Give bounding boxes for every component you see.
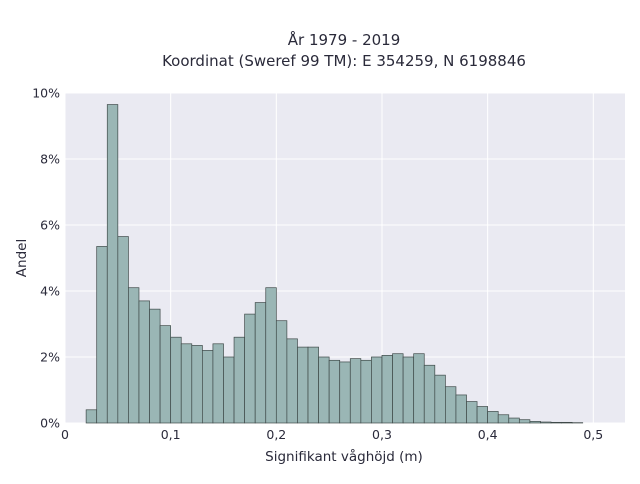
histogram-bar [223, 357, 234, 423]
histogram-bar [202, 350, 213, 423]
histogram-bar [562, 422, 573, 423]
histogram-bar [414, 354, 425, 423]
chart-title-line-2: Koordinat (Sweref 99 TM): E 354259, N 61… [162, 52, 526, 70]
histogram-bar [382, 355, 393, 423]
y-tick-label: 6% [40, 218, 60, 233]
histogram-bar [540, 422, 551, 423]
y-tick-label: 4% [40, 284, 60, 299]
histogram-bar [297, 347, 308, 423]
histogram-bar [128, 288, 139, 423]
histogram-bar [97, 246, 108, 423]
histogram-bar [213, 344, 224, 423]
y-tick-label: 8% [40, 152, 60, 167]
x-axis-label: Signifikant våghöjd (m) [265, 448, 423, 465]
histogram-bar [551, 422, 562, 423]
histogram-bar [276, 321, 287, 423]
x-axis-ticks: 0 0,1 0,2 0,3 0,4 0,5 [61, 427, 603, 442]
histogram-bar [393, 354, 404, 423]
x-tick-label: 0,3 [372, 427, 392, 442]
histogram-bar [371, 357, 382, 423]
histogram-bar [150, 309, 161, 423]
y-axis-ticks: 0% 2% 4% 6% 8% 10% [32, 86, 60, 431]
x-tick-label: 0,5 [583, 427, 603, 442]
histogram-bar [488, 411, 499, 423]
histogram-bar [181, 344, 192, 423]
x-tick-label: 0,2 [266, 427, 286, 442]
histogram-bar [245, 314, 256, 423]
histogram-bar [445, 387, 456, 423]
x-tick-label: 0,1 [161, 427, 181, 442]
histogram-bar [519, 420, 530, 423]
histogram-bar [498, 415, 509, 423]
histogram-bar [255, 303, 266, 423]
histogram-bar [319, 357, 330, 423]
histogram-bar [509, 418, 520, 423]
histogram-bar [192, 345, 203, 423]
histogram-bar [340, 362, 351, 423]
histogram-bar [350, 359, 361, 423]
histogram-bar [467, 402, 478, 423]
histogram-bar [308, 347, 319, 423]
histogram-bar [424, 365, 435, 423]
histogram-bar [435, 375, 446, 423]
histogram-bar [160, 326, 171, 423]
histogram-bar [118, 237, 129, 423]
histogram-bar [477, 407, 488, 424]
histogram-bar [403, 357, 414, 423]
histogram-bar [287, 339, 298, 423]
histogram-bar [234, 337, 245, 423]
y-tick-label: 10% [32, 86, 60, 101]
histogram-bar [171, 337, 182, 423]
histogram-bar [530, 421, 541, 423]
chart-title-line-1: År 1979 - 2019 [288, 30, 401, 49]
histogram-bar [361, 360, 372, 423]
histogram-bar [86, 410, 97, 423]
y-tick-label: 0% [40, 416, 60, 431]
histogram-bar [107, 105, 118, 423]
histogram-bar [266, 288, 277, 423]
histogram-bar [329, 360, 340, 423]
x-tick-label: 0 [61, 427, 69, 442]
y-tick-label: 2% [40, 350, 60, 365]
y-axis-label: Andel [14, 239, 30, 277]
histogram-bar [139, 301, 150, 423]
x-tick-label: 0,4 [478, 427, 498, 442]
histogram-bar [456, 395, 467, 423]
